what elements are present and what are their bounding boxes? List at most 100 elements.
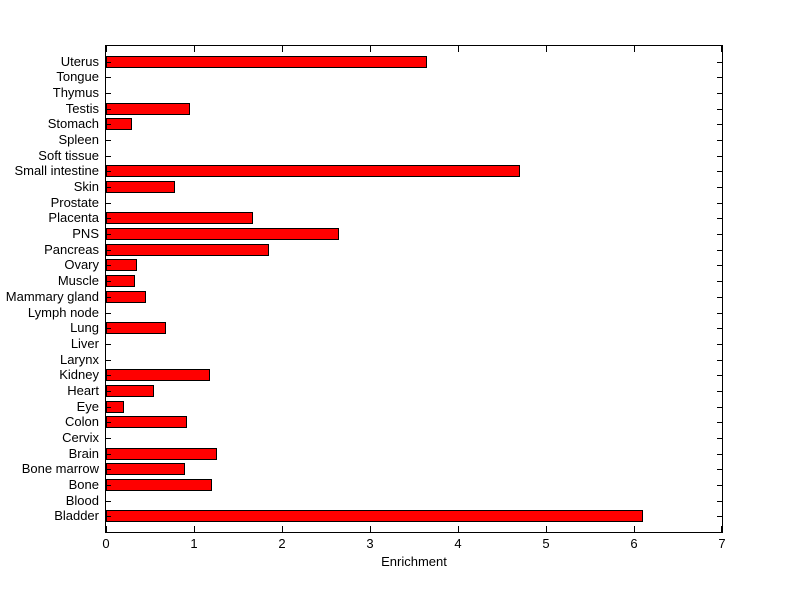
y-tick-right	[717, 218, 722, 219]
y-tick-label-pancreas: Pancreas	[44, 242, 99, 257]
y-tick-left	[106, 360, 111, 361]
x-tick-bottom	[721, 526, 722, 532]
y-tick-right	[717, 516, 722, 517]
y-tick-left	[106, 297, 111, 298]
x-tick-label-6: 6	[630, 536, 638, 551]
y-tick-right	[717, 454, 722, 455]
y-tick-left	[106, 93, 111, 94]
x-tick-top	[458, 46, 459, 52]
y-tick-label-colon: Colon	[65, 414, 99, 429]
bar-kidney	[106, 369, 210, 382]
y-tick-left	[106, 516, 111, 517]
x-tick-label-3: 3	[366, 536, 374, 551]
bar-colon	[106, 416, 187, 429]
x-tick-top	[282, 46, 283, 52]
bar-uterus	[106, 55, 427, 68]
y-tick-label-soft-tissue: Soft tissue	[38, 148, 99, 163]
y-tick-right	[717, 360, 722, 361]
y-tick-left	[106, 313, 111, 314]
x-tick-top	[194, 46, 195, 52]
y-tick-label-muscle: Muscle	[57, 273, 99, 288]
bar-bladder	[106, 510, 643, 523]
y-tick-right	[717, 469, 722, 470]
y-tick-label-brain: Brain	[68, 446, 99, 461]
y-tick-right	[717, 328, 722, 329]
y-tick-right	[717, 501, 722, 502]
x-tick-top	[106, 46, 107, 52]
y-tick-left	[106, 250, 111, 251]
y-tick-label-tongue: Tongue	[56, 69, 99, 84]
x-tick-label-4: 4	[454, 536, 462, 551]
y-tick-right	[717, 297, 722, 298]
y-tick-label-thymus: Thymus	[52, 85, 99, 100]
y-tick-left	[106, 171, 111, 172]
x-axis-title: Enrichment	[381, 554, 447, 569]
bar-lung	[106, 322, 166, 335]
y-tick-right	[717, 407, 722, 408]
y-tick-right	[717, 250, 722, 251]
x-tick-top	[370, 46, 371, 52]
y-tick-right	[717, 391, 722, 392]
y-tick-label-kidney: Kidney	[59, 367, 99, 382]
y-tick-right	[717, 156, 722, 157]
x-tick-top	[546, 46, 547, 52]
y-tick-left	[106, 124, 111, 125]
y-tick-left	[106, 203, 111, 204]
y-tick-left	[106, 469, 111, 470]
x-tick-label-2: 2	[278, 536, 286, 551]
x-tick-label-5: 5	[542, 536, 550, 551]
y-tick-right	[717, 140, 722, 141]
y-tick-right	[717, 93, 722, 94]
y-tick-left	[106, 328, 111, 329]
x-tick-bottom	[634, 526, 635, 532]
y-tick-left	[106, 265, 111, 266]
y-tick-label-eye: Eye	[76, 399, 99, 414]
x-tick-label-1: 1	[190, 536, 198, 551]
plot-area	[105, 45, 723, 533]
x-tick-label-7: 7	[718, 536, 726, 551]
y-tick-right	[717, 234, 722, 235]
y-tick-left	[106, 501, 111, 502]
y-tick-left	[106, 344, 111, 345]
y-tick-label-skin: Skin	[73, 179, 99, 194]
x-tick-top	[634, 46, 635, 52]
y-tick-label-heart: Heart	[67, 383, 99, 398]
y-tick-left	[106, 438, 111, 439]
bar-small-intestine	[106, 165, 520, 178]
y-tick-left	[106, 109, 111, 110]
y-tick-label-spleen: Spleen	[58, 132, 99, 147]
y-tick-right	[717, 313, 722, 314]
y-tick-right	[717, 187, 722, 188]
x-tick-bottom	[546, 526, 547, 532]
y-tick-label-mammary-gland: Mammary gland	[5, 289, 99, 304]
y-tick-right	[717, 171, 722, 172]
y-tick-left	[106, 156, 111, 157]
bar-bone-marrow	[106, 463, 185, 476]
y-tick-right	[717, 203, 722, 204]
y-tick-right	[717, 77, 722, 78]
x-tick-bottom	[106, 526, 107, 532]
y-tick-label-placenta: Placenta	[48, 210, 99, 225]
y-tick-right	[717, 422, 722, 423]
y-tick-left	[106, 485, 111, 486]
y-tick-left	[106, 407, 111, 408]
y-tick-left	[106, 391, 111, 392]
x-tick-top	[721, 46, 722, 52]
bar-testis	[106, 102, 190, 115]
y-tick-label-bone: Bone	[68, 477, 99, 492]
y-tick-label-testis: Testis	[65, 101, 99, 116]
y-tick-label-liver: Liver	[70, 336, 99, 351]
y-tick-label-prostate: Prostate	[50, 195, 99, 210]
y-tick-right	[717, 281, 722, 282]
y-tick-label-bone-marrow: Bone marrow	[21, 461, 99, 476]
y-tick-left	[106, 422, 111, 423]
y-tick-left	[106, 62, 111, 63]
bar-bone	[106, 478, 212, 491]
y-tick-left	[106, 77, 111, 78]
y-tick-label-ovary: Ovary	[64, 257, 99, 272]
y-tick-label-blood: Blood	[65, 493, 99, 508]
y-tick-right	[717, 124, 722, 125]
bar-pns	[106, 228, 339, 241]
x-tick-label-0: 0	[102, 536, 110, 551]
